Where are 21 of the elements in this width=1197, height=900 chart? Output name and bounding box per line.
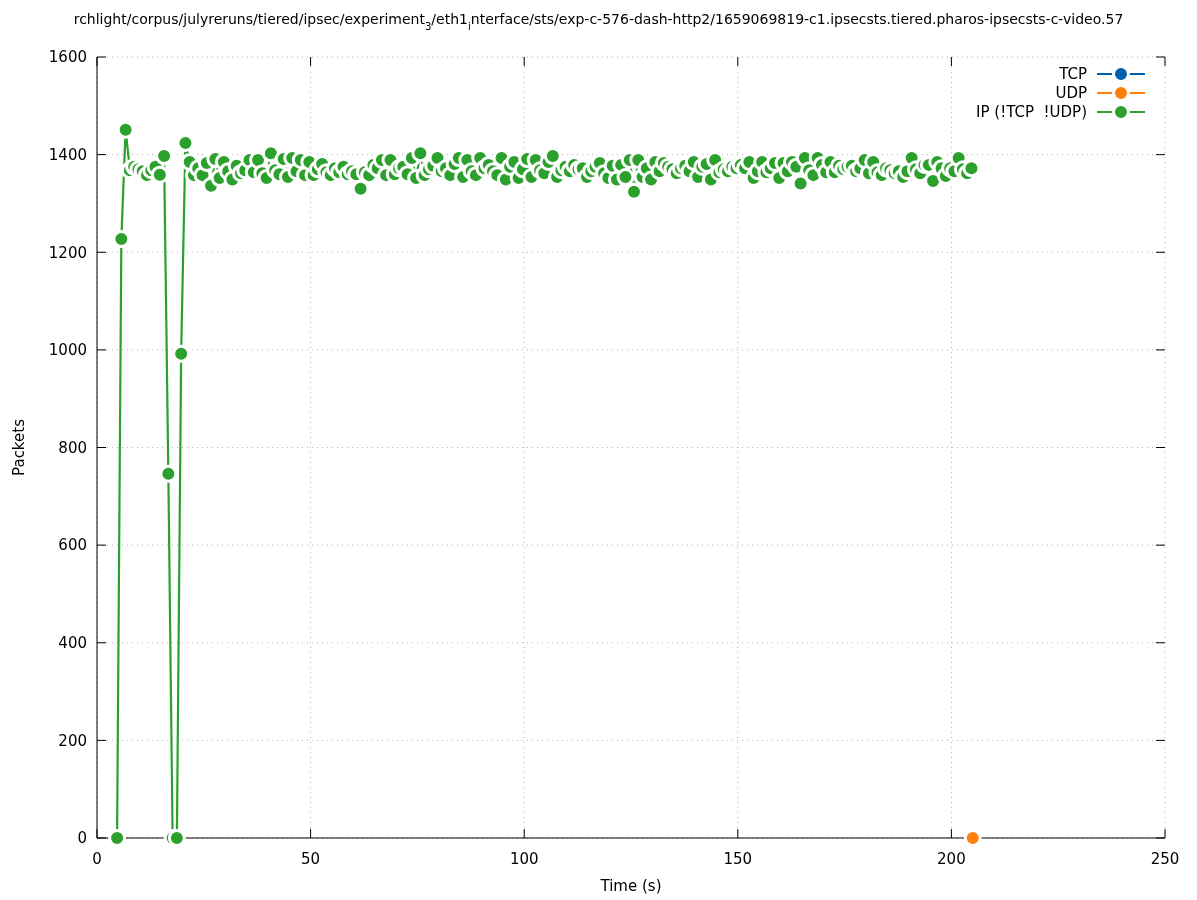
x-axis-title: Time (s): [599, 877, 662, 895]
y-tick-label: 1400: [48, 145, 87, 164]
y-axis-title: Packets: [10, 418, 28, 476]
y-tick-label: 400: [58, 634, 87, 652]
x-tick-label: 150: [723, 850, 753, 868]
y-tick-label: 1000: [48, 341, 87, 360]
y-tick-label: 0: [77, 829, 87, 848]
x-tick-label: 50: [301, 850, 321, 868]
legend-label: TCP: [1058, 65, 1087, 84]
chart-title: rchlight/corpus/julyreruns/tiered/ipsec/experiment$_{3}$/eth1$_{i}$nterface/sts/exp-c-576-dash-http2/1659069819-c1.ipsecsts.tiered.pharos-ipsecsts-c-video.57: [73, 11, 1124, 32]
x-tick-label: 100: [509, 850, 539, 868]
x-tick-label: 250: [1150, 850, 1180, 868]
y-tick-label: 200: [58, 731, 87, 750]
y-tick-label: 1600: [48, 48, 87, 67]
y-tick-label: 1200: [48, 243, 87, 262]
y-tick-label: 800: [58, 438, 87, 457]
x-tick-label: 0: [92, 850, 102, 868]
x-tick-label: 200: [937, 850, 966, 868]
y-tick-label: 600: [58, 536, 87, 555]
legend-label: UDP: [1055, 84, 1087, 103]
legend-label: IP (!TCP !UDP): [976, 103, 1087, 122]
